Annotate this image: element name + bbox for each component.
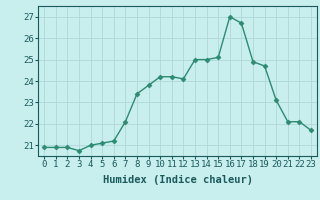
X-axis label: Humidex (Indice chaleur): Humidex (Indice chaleur) (103, 175, 252, 185)
